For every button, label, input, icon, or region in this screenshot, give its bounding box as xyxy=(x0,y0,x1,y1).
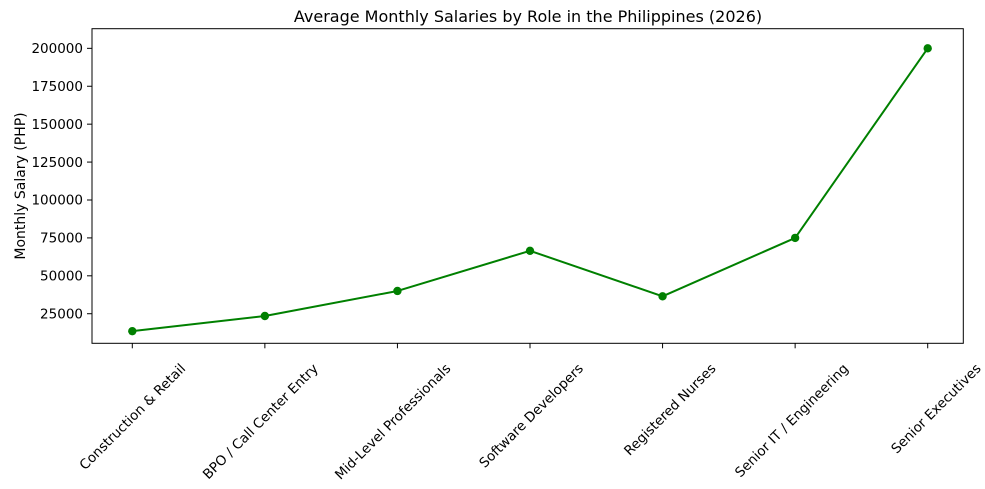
y-tick-label: 50000 xyxy=(40,269,83,285)
x-tick-label: Construction & Retail xyxy=(77,361,190,474)
data-point-marker xyxy=(525,246,535,255)
x-tick-label: Senior IT / Engineering xyxy=(732,361,852,481)
x-tick-label: Senior Executives xyxy=(888,361,984,457)
chart-title: Average Monthly Salaries by Role in the … xyxy=(293,7,763,26)
x-tick-label: Mid-Level Professionals xyxy=(332,361,454,483)
y-tick-label: 125000 xyxy=(31,155,83,171)
y-tick-label: 175000 xyxy=(31,79,83,95)
data-point-marker xyxy=(128,326,137,336)
plot-border xyxy=(91,28,964,344)
x-tick-label: Software Developers xyxy=(476,361,587,472)
y-tick-label: 150000 xyxy=(31,117,83,133)
data-point-marker xyxy=(393,286,402,296)
salary-line xyxy=(131,47,929,333)
y-tick-label: 100000 xyxy=(31,193,83,209)
y-axis-label: Monthly Salary (PHP) xyxy=(13,112,29,260)
x-tick-label: BPO / Call Center Entry xyxy=(200,361,322,483)
data-point-marker xyxy=(260,311,270,321)
data-point-marker xyxy=(923,44,932,53)
data-point-marker xyxy=(658,292,667,301)
x-tick-label: Registered Nurses xyxy=(621,361,719,459)
y-tick-label: 75000 xyxy=(40,231,83,247)
y-tick-label: 200000 xyxy=(31,41,83,57)
data-point-marker xyxy=(790,233,800,243)
y-tick-label: 25000 xyxy=(40,306,83,322)
